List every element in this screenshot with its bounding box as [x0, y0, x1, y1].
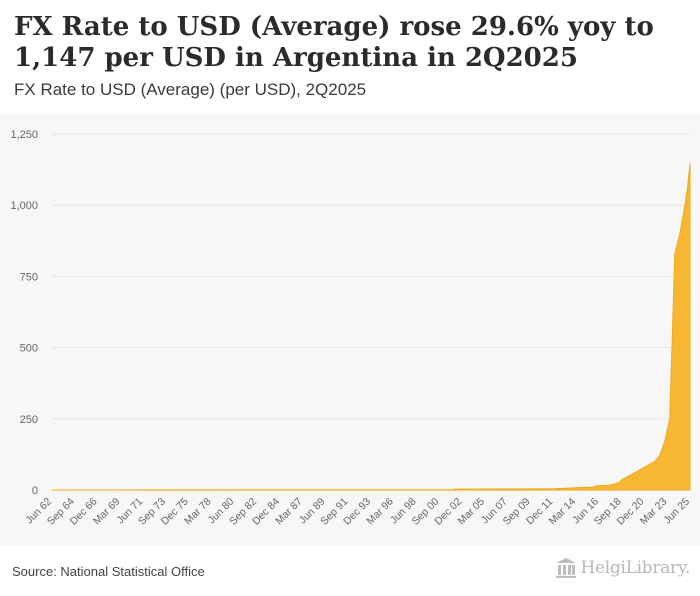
x-tick-label: Jun 25: [661, 496, 692, 527]
source-note: Source: National Statistical Office: [12, 564, 205, 579]
y-tick-label: 1,000: [10, 200, 38, 212]
helgi-library-logo: HelgiLibrary.: [555, 558, 691, 578]
chart-subtitle: FX Rate to USD (Average) (per USD), 2Q20…: [14, 80, 367, 99]
y-tick-label: 250: [20, 414, 38, 426]
footer: Source: National Statistical Office Helg…: [0, 546, 700, 596]
y-tick-label: 1,250: [10, 129, 38, 141]
chart-area: [0, 114, 700, 546]
chart-title: FX Rate to USD (Average) rose 29.6% yoy …: [14, 12, 654, 73]
y-tick-label: 0: [32, 485, 38, 497]
y-tick-label: 500: [20, 343, 38, 355]
header: FX Rate to USD (Average) rose 29.6% yoy …: [0, 0, 700, 114]
library-icon: [555, 558, 576, 578]
y-tick-label: 750: [20, 271, 38, 283]
series-area: [51, 163, 691, 491]
logo-text: HelgiLibrary.: [580, 558, 691, 578]
